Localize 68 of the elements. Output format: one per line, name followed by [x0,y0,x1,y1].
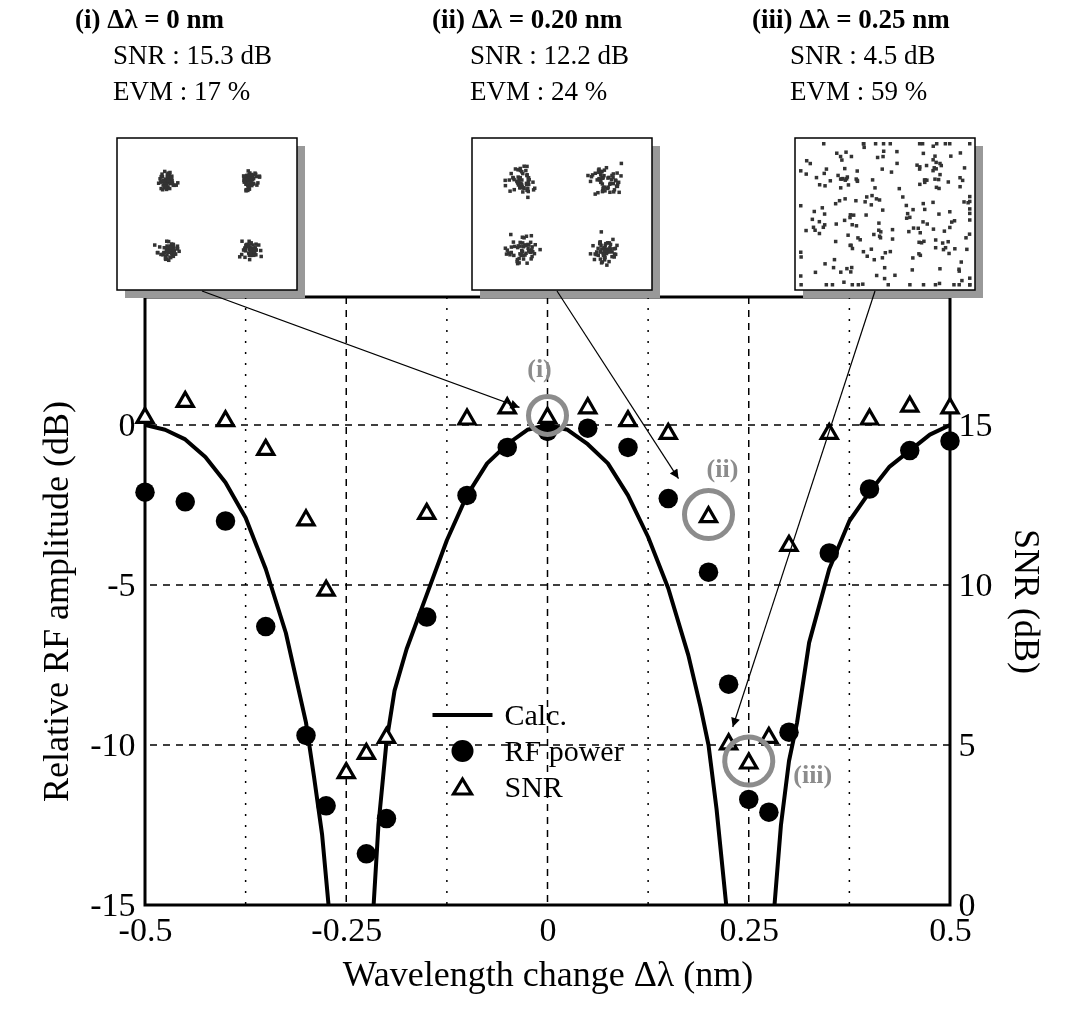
point [135,482,155,502]
text: (ii) Δλ = 0.20 nm [432,4,623,34]
point [336,762,356,780]
point [256,616,276,637]
x-tick-label: 0 [539,910,557,948]
y2-tick-label: 15 [958,405,993,443]
point [256,438,276,456]
point [497,437,517,458]
y2-axis-title: SNR (dB) [1006,528,1047,675]
legend-label: Calc. [504,698,567,731]
point [296,725,316,746]
legend-label: RF power [504,734,624,767]
point [698,562,719,582]
point [417,502,437,520]
point [739,789,759,810]
y2-tick-label: 10 [958,565,993,603]
text: SNR : 15.3 dB [113,40,273,70]
text: EVM : 24 % [470,76,608,106]
point [940,431,960,451]
point [859,479,880,499]
legend-label: SNR [504,770,563,803]
y-tick-label: -5 [107,565,136,603]
point [578,418,598,438]
point [779,534,799,552]
point [718,674,739,694]
point [417,607,437,627]
point [779,722,799,742]
point [356,844,377,864]
point [578,397,598,415]
point [215,511,236,531]
y-tick-label: 0 [118,405,136,443]
point [457,485,477,506]
point [859,408,880,426]
point [759,802,779,822]
point [658,488,678,509]
x-tick-label: -0.25 [311,910,383,948]
y2-tick-label: 5 [958,725,976,763]
point [618,410,638,428]
text: EVM : 59 % [790,76,928,106]
point [296,509,316,527]
point [819,543,839,563]
annotation: (ii) [706,453,739,483]
point [376,808,397,829]
text: (iii) Δλ = 0.25 nm [752,4,950,34]
text: SNR : 4.5 dB [790,40,936,70]
point [135,406,155,424]
point [175,390,195,408]
annotation: (i) [527,354,552,384]
point [900,395,920,413]
x-tick-label: 0.25 [719,910,779,948]
point [376,726,397,744]
point [940,397,960,415]
point [618,437,638,458]
point [316,579,336,597]
text: EVM : 17 % [113,76,251,106]
text: (i) Δλ = 0 nm [75,4,225,34]
point [900,440,920,461]
point [457,408,477,426]
y-axis-title: Relative RF amplitude (dB) [36,401,77,802]
point [175,492,195,512]
point [316,796,336,816]
y-tick-label: -10 [90,725,136,763]
x-axis-title: Wavelength change Δλ (nm) [342,953,754,994]
point [356,742,377,760]
point [215,410,236,428]
text: SNR : 12.2 dB [470,40,630,70]
annotation: (iii) [793,760,833,789]
point [658,422,678,440]
